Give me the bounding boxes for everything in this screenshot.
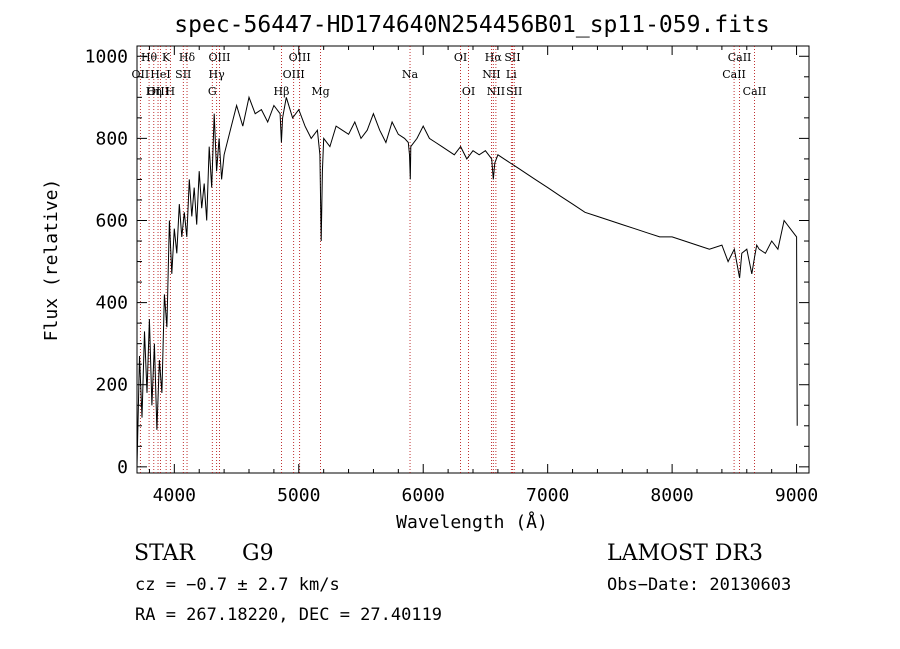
x-tick-label: 7000 — [526, 485, 569, 506]
spectral-line-label: Hα — [485, 51, 503, 64]
x-tick-label: 9000 — [775, 485, 818, 506]
ra-dec-coordinates: RA = 267.18220, DEC = 27.40119 — [135, 605, 442, 625]
spectral-line-label: NII — [482, 68, 500, 81]
y-tick-label: 0 — [117, 457, 128, 478]
spectral-line-label: Li — [506, 68, 517, 81]
spectral-line-label: SII — [506, 85, 522, 98]
spectral-line-label: NII — [487, 85, 505, 98]
x-tick-label: 5000 — [277, 485, 320, 506]
y-axis-label: Flux (relative) — [41, 179, 62, 342]
y-tick-label: 400 — [95, 293, 128, 314]
x-tick-label: 6000 — [402, 485, 445, 506]
spectral-line-label: H — [166, 85, 176, 98]
spectral-line-label: Hη — [146, 85, 162, 98]
spectral-line-label: SII — [504, 51, 520, 64]
spectral-line-label: OIII — [147, 85, 169, 98]
spectral-line-label: CaII — [728, 51, 752, 64]
spectral-line-label: OII — [132, 68, 150, 81]
spectral-line-label: HeI — [150, 68, 170, 81]
chart-title: spec-56447-HD174640N254456B01_sp11-059.f… — [174, 12, 769, 38]
object-subclass: G9 — [242, 541, 274, 566]
x-tick-label: 4000 — [153, 485, 196, 506]
observation-date: Obs−Date: 20130603 — [607, 575, 791, 595]
spectral-line-label: OIII — [283, 68, 305, 81]
spectral-line-label: K — [162, 51, 171, 64]
x-tick-label: 8000 — [650, 485, 693, 506]
spectral-line-label: Hθ — [141, 51, 158, 64]
spectral-line-label: OI — [462, 85, 475, 98]
spectral-line-label: Na — [402, 68, 419, 81]
flux-series-line — [136, 95, 798, 467]
spectral-line-label: Hβ — [274, 85, 290, 98]
survey-name: LAMOST DR3 — [607, 541, 763, 566]
spectral-line-label: Hδ — [179, 51, 196, 64]
axis-ticks: 4000 5000 6000 7000 8000 9000 0 200 400 600 800 100… — [85, 46, 818, 506]
object-class: STAR — [134, 541, 196, 566]
spectral-line-label: Hγ — [209, 68, 226, 81]
y-tick-label: 600 — [95, 210, 128, 231]
spectral-line-label: CaII — [743, 85, 767, 98]
spectral-line-label: OIII — [289, 51, 311, 64]
spectral-line-label: OI — [454, 51, 467, 64]
spectral-line-label: OIII — [208, 51, 230, 64]
spectral-line-label: G — [208, 85, 217, 98]
y-tick-label: 1000 — [85, 46, 128, 67]
redshift-cz: cz = −0.7 ± 2.7 km/s — [135, 575, 340, 595]
y-tick-label: 200 — [95, 375, 128, 396]
spectral-line-label: SII — [175, 68, 191, 81]
spectral-line-label: Mg — [311, 85, 329, 98]
spectral-line-label: CaII — [722, 68, 746, 81]
y-tick-label: 800 — [95, 128, 128, 149]
x-axis-label: Wavelength (Å) — [396, 511, 548, 533]
